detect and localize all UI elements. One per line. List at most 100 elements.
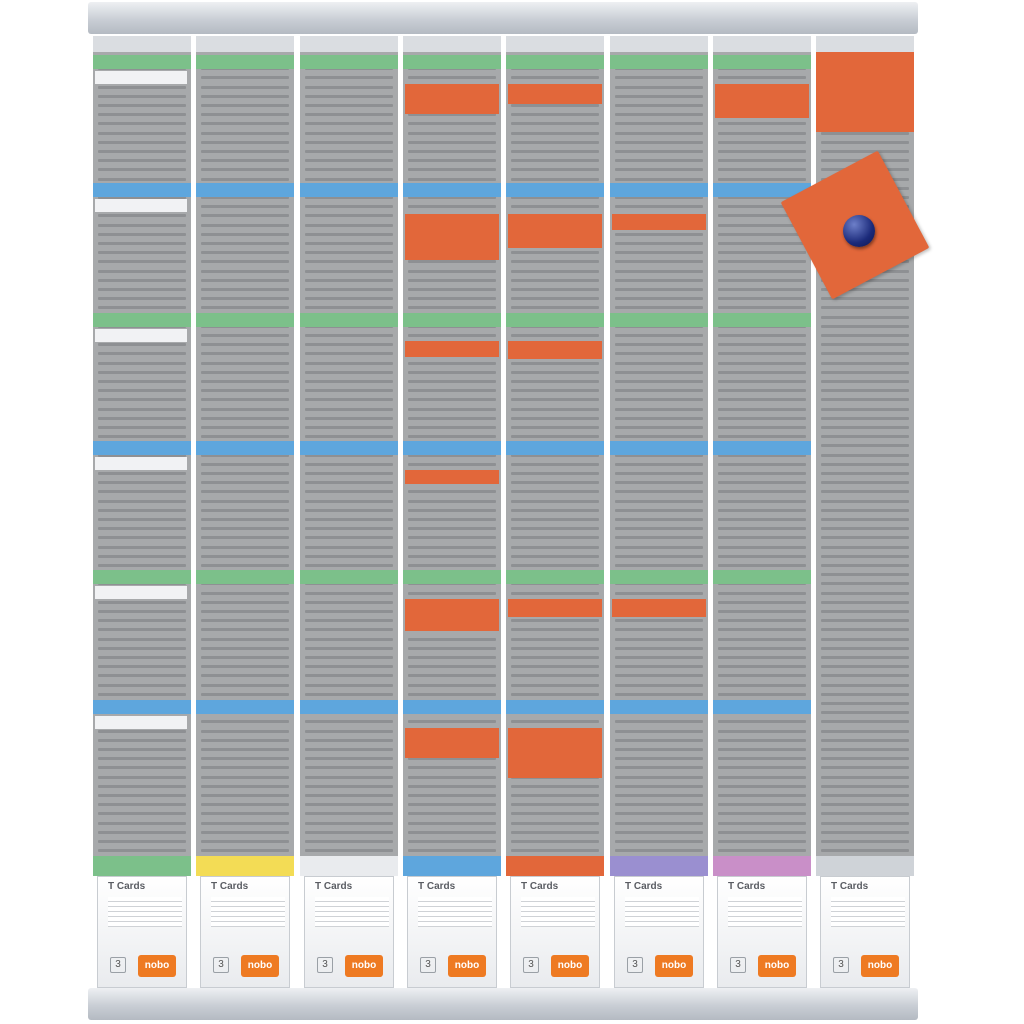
card-slot: [201, 775, 289, 779]
column-cap: [816, 36, 914, 52]
orange-t-card[interactable]: [508, 214, 602, 248]
orange-t-card[interactable]: [508, 599, 602, 617]
t-card-storage-box[interactable]: T Cards 3 nobo: [300, 856, 398, 990]
t-card-storage-box[interactable]: T Cards 3 nobo: [196, 856, 294, 990]
card-slot: [98, 812, 186, 816]
card-slot: [98, 398, 186, 402]
box-fine-print: [728, 897, 802, 927]
orange-t-card[interactable]: [405, 470, 499, 484]
t-card-storage-box[interactable]: T Cards 3 nobo: [93, 856, 191, 990]
board-column: [93, 36, 191, 856]
card-slot: [408, 416, 496, 420]
box-fine-print: [418, 897, 492, 927]
card-slot: [201, 361, 289, 365]
card-slot: [615, 462, 703, 466]
card-slot: [821, 646, 909, 650]
orange-t-card[interactable]: [508, 84, 602, 104]
card-slot: [718, 794, 806, 797]
white-t-card[interactable]: [95, 586, 187, 599]
board-column: [196, 36, 294, 856]
divider-card: [506, 441, 604, 455]
card-slot: [615, 683, 703, 687]
t-card-storage-box[interactable]: T Cards 3 nobo: [610, 856, 708, 990]
board-column: [713, 36, 811, 856]
card-slot: [408, 177, 496, 181]
card-slot: [718, 536, 806, 540]
orange-t-card[interactable]: [508, 728, 602, 778]
card-slot: [201, 140, 289, 144]
white-t-card[interactable]: [95, 199, 187, 212]
card-slot: [201, 352, 289, 356]
card-slot: [821, 508, 909, 512]
pin-magnet-icon[interactable]: [843, 215, 875, 247]
orange-t-card[interactable]: [612, 599, 706, 617]
card-slot: [98, 232, 186, 236]
box-label: T Cards: [521, 881, 559, 892]
orange-t-card[interactable]: [508, 341, 602, 359]
white-t-card[interactable]: [95, 457, 187, 470]
card-slot: [718, 131, 806, 135]
card-slot: [615, 380, 703, 383]
card-slot: [821, 315, 909, 319]
card-slot: [305, 196, 393, 199]
divider-card: [196, 441, 294, 455]
card-slot: [511, 674, 599, 678]
white-t-card[interactable]: [95, 71, 187, 84]
card-slot: [408, 665, 496, 669]
white-t-card[interactable]: [95, 329, 187, 342]
card-slot: [615, 306, 703, 310]
card-slot: [821, 499, 909, 503]
card-slot: [305, 775, 393, 779]
card-slot: [511, 131, 599, 135]
card-slot: [821, 398, 909, 402]
card-slot: [718, 499, 806, 503]
divider-card: [403, 313, 501, 327]
column-cap: [196, 36, 294, 52]
card-slot: [305, 177, 393, 181]
card-slot: [615, 665, 703, 669]
card-slot: [201, 435, 289, 439]
card-slot: [821, 784, 909, 788]
nobo-logo: nobo: [138, 955, 176, 977]
orange-t-card[interactable]: [612, 214, 706, 230]
card-slot: [305, 85, 393, 89]
card-slot: [718, 849, 806, 853]
card-slot: [408, 288, 496, 291]
card-slot: [615, 150, 703, 153]
card-slot: [615, 196, 703, 199]
card-slot: [201, 674, 289, 678]
card-slot: [615, 472, 703, 475]
t-card-storage-box[interactable]: T Cards 3 nobo: [506, 856, 604, 990]
card-slot: [718, 729, 806, 733]
card-slot: [305, 738, 393, 742]
card-slot: [511, 545, 599, 549]
box-front: T Cards 3 nobo: [717, 876, 807, 988]
orange-t-card[interactable]: [816, 52, 914, 132]
orange-t-card[interactable]: [715, 84, 809, 118]
orange-t-card[interactable]: [405, 214, 499, 260]
nobo-logo: nobo: [758, 955, 796, 977]
orange-t-card[interactable]: [405, 84, 499, 114]
white-t-card[interactable]: [95, 716, 187, 729]
card-slot: [615, 370, 703, 374]
t-card-storage-box[interactable]: T Cards 3 nobo: [816, 856, 914, 990]
card-slot: [615, 177, 703, 181]
t-card-storage-box[interactable]: T Cards 3 nobo: [403, 856, 501, 990]
card-slot: [98, 113, 186, 117]
card-slot: [98, 518, 186, 521]
orange-t-card[interactable]: [405, 599, 499, 631]
divider-card: [93, 183, 191, 197]
card-slot: [98, 481, 186, 485]
card-slot: [98, 646, 186, 650]
card-slot: [98, 223, 186, 227]
card-slot: [98, 794, 186, 797]
card-slot: [98, 628, 186, 632]
orange-t-card[interactable]: [405, 341, 499, 357]
card-slot: [718, 692, 806, 696]
card-slot: [201, 168, 289, 172]
card-slot: [821, 481, 909, 485]
t-card-storage-box[interactable]: T Cards 3 nobo: [713, 856, 811, 990]
card-slot: [718, 683, 806, 687]
orange-t-card[interactable]: [405, 728, 499, 758]
board-column: [300, 36, 398, 856]
